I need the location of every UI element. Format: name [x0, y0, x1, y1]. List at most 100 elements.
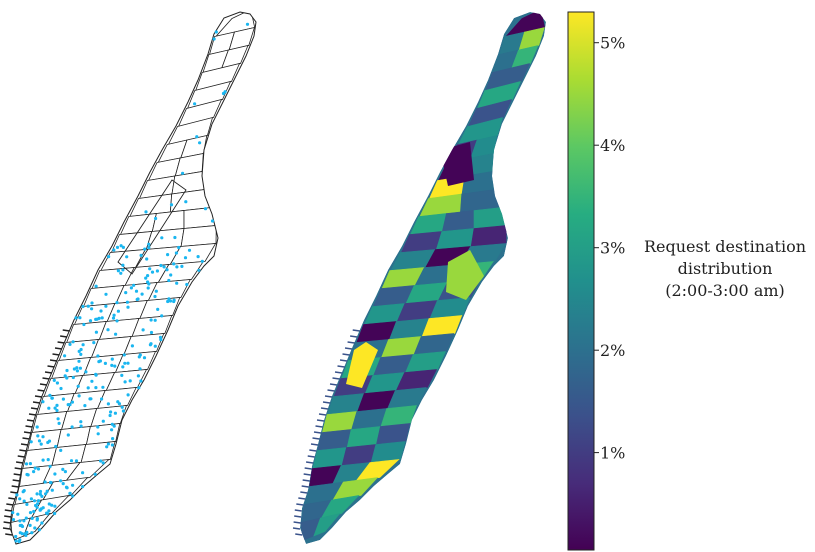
- request-point: [74, 316, 78, 320]
- pier: [23, 431, 32, 434]
- request-point: [141, 328, 145, 332]
- request-point: [109, 410, 113, 414]
- colorbar-tick-label: 5%: [600, 34, 625, 53]
- pier: [11, 485, 19, 488]
- request-point: [200, 259, 204, 263]
- zone-boundary: [169, 243, 217, 265]
- zone-fill: [476, 81, 522, 109]
- request-point: [59, 479, 63, 483]
- request-point: [144, 210, 148, 214]
- pier: [15, 461, 24, 464]
- request-point: [180, 264, 184, 268]
- request-point: [59, 386, 63, 391]
- request-point: [32, 509, 36, 514]
- request-point: [155, 269, 159, 273]
- pier: [307, 455, 315, 458]
- zone-boundaries: [10, 12, 256, 542]
- request-point: [28, 510, 33, 515]
- request-point: [88, 319, 93, 323]
- request-point: [105, 445, 109, 449]
- request-point: [21, 490, 25, 494]
- pier: [62, 329, 70, 332]
- pier: [316, 419, 325, 422]
- pier: [39, 383, 48, 386]
- request-point: [40, 494, 44, 498]
- request-point: [121, 245, 125, 249]
- pier: [25, 425, 33, 428]
- request-point: [99, 309, 103, 313]
- pier: [8, 497, 16, 500]
- pier: [4, 515, 12, 518]
- request-point: [22, 519, 26, 523]
- request-point: [116, 269, 120, 273]
- request-point: [46, 458, 50, 462]
- request-point: [52, 378, 56, 382]
- request-point: [86, 386, 90, 390]
- request-point: [139, 253, 143, 257]
- request-point: [77, 349, 81, 353]
- request-point: [61, 482, 65, 486]
- request-point: [47, 509, 51, 513]
- request-point: [48, 393, 52, 397]
- request-point: [110, 428, 114, 432]
- request-point: [47, 406, 51, 410]
- request-point: [35, 518, 39, 522]
- zone-fill: [470, 225, 507, 247]
- request-point: [71, 494, 75, 498]
- request-point: [81, 485, 85, 489]
- zone-boundary: [80, 441, 116, 463]
- request-point: [134, 289, 139, 293]
- request-point: [126, 305, 130, 309]
- request-point: [66, 403, 70, 407]
- request-point: [108, 413, 112, 418]
- request-point: [160, 236, 164, 240]
- request-point: [198, 141, 202, 145]
- request-point: [148, 343, 152, 347]
- zone-fill: [332, 477, 379, 501]
- request-point: [210, 219, 215, 223]
- colorbar-tick-label: 2%: [600, 341, 625, 360]
- request-point: [147, 246, 151, 250]
- pier: [42, 377, 50, 380]
- zone-fill: [457, 117, 503, 145]
- request-point: [81, 304, 85, 309]
- pier: [30, 407, 39, 410]
- request-point: [120, 373, 124, 377]
- request-point: [113, 364, 117, 368]
- pier: [44, 371, 53, 374]
- request-point: [150, 270, 155, 274]
- zone-fill: [473, 207, 507, 229]
- pier: [60, 335, 68, 338]
- request-point: [183, 256, 188, 260]
- request-point: [70, 425, 74, 429]
- pier: [10, 491, 18, 494]
- pier: [347, 341, 355, 344]
- request-point: [37, 528, 41, 532]
- pier: [292, 527, 301, 530]
- request-point: [96, 354, 100, 358]
- request-point: [104, 292, 108, 296]
- request-point: [110, 363, 114, 367]
- request-point: [71, 340, 75, 344]
- request-point: [129, 286, 133, 290]
- pier: [6, 503, 14, 506]
- request-point: [125, 300, 129, 304]
- zone-boundary: [186, 80, 232, 110]
- pier: [339, 359, 348, 362]
- request-point: [94, 284, 98, 288]
- pier: [305, 461, 314, 464]
- request-point: [124, 291, 128, 295]
- request-point: [35, 492, 39, 496]
- request-point: [177, 245, 181, 250]
- request-points: [11, 22, 250, 544]
- request-point: [18, 523, 22, 528]
- request-point: [30, 531, 34, 535]
- request-point: [56, 417, 60, 421]
- request-point: [63, 354, 67, 358]
- request-point: [137, 355, 141, 359]
- request-point: [88, 397, 92, 401]
- request-point: [95, 317, 99, 321]
- request-point: [38, 489, 43, 494]
- request-point: [172, 299, 176, 304]
